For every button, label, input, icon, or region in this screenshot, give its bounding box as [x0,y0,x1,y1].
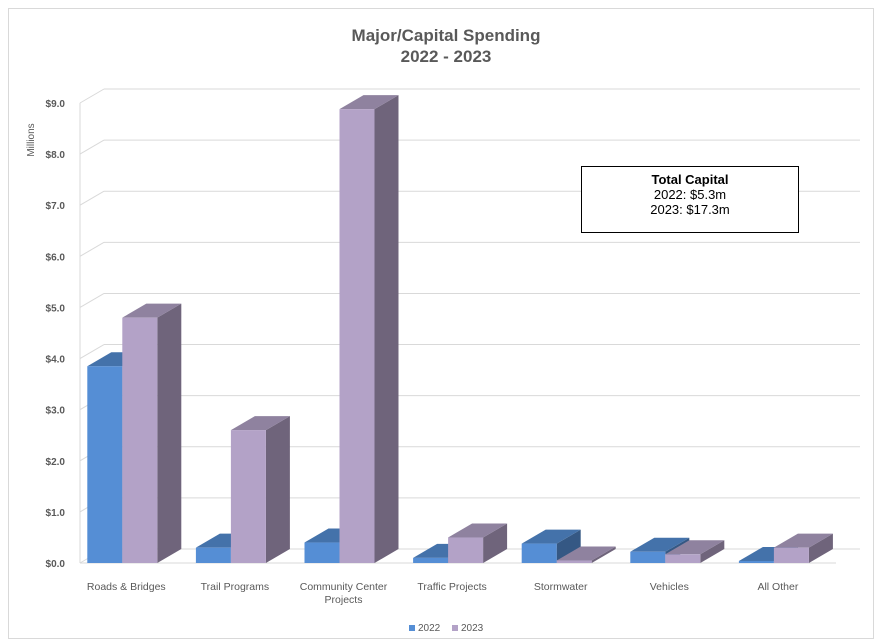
bar-top [521,529,581,544]
bar-front [339,109,375,563]
x-category-label: Trail Programs [201,581,269,593]
y-tick-label: $6.0 [46,252,66,263]
annotation-line-2023: 2023: $17.3m [650,202,730,217]
bar-front [556,560,592,563]
bar-2023-1 [230,416,290,563]
bar-front [738,560,774,563]
legend-swatch [409,625,415,631]
bar-top [773,533,833,548]
bar-side [374,95,399,563]
annotation-heading: Total Capital [651,172,729,187]
legend-item-2022: 2022 [409,623,441,634]
bar-side [483,523,508,563]
legend-label: 2023 [461,623,484,634]
gridline-depth [79,241,105,257]
bar-side [556,529,581,563]
y-tick-label: $4.0 [46,355,66,366]
x-category-label: Stormwater [534,581,588,593]
annotation-line-2022: 2022: $5.3m [653,187,727,202]
chart-subtitle: 2022 - 2023 [401,47,492,66]
x-category-label: Roads & Bridges [87,581,166,593]
bar-side [265,416,290,563]
bar-front [773,547,809,563]
y-tick-label: $1.0 [46,508,66,519]
bar-2023-0 [122,303,182,563]
bar-front [521,543,557,563]
bar-top [339,95,399,110]
legend-swatch [452,625,458,631]
x-category-label: All Other [757,581,798,593]
bar-side [700,540,725,563]
x-category-label: Vehicles [650,581,689,593]
y-tick-label: $3.0 [46,406,66,417]
y-tick-label: $8.0 [46,150,66,161]
y-tick-label: $5.0 [46,303,66,314]
bar-front [230,430,266,563]
bar-front [413,557,449,563]
bar-top [230,416,290,431]
bar-front [122,317,158,563]
bar-front [195,547,231,563]
y-tick-label: $2.0 [46,457,66,468]
gridline-depth [79,139,105,155]
bar-front [630,551,666,563]
bar-2022-4 [521,529,581,563]
gridline-depth [79,190,105,206]
gridline-depth [79,88,105,104]
bar-side [591,546,616,563]
legend-item-2023: 2023 [452,623,484,634]
bar-top [630,537,690,552]
bar-front [448,537,484,563]
total-capital-annotation: Total Capital 2022: $5.3m 2023: $17.3m [581,166,799,233]
y-axis-label: Millions [26,123,37,156]
gridline-depth [79,293,105,308]
bar-2023-4 [556,546,616,563]
y-tick-label: $9.0 [46,99,66,110]
bar-2023-3 [448,523,508,563]
y-tick-label: $7.0 [46,201,66,212]
chart-title: Major/Capital Spending [352,26,541,45]
bar-side [157,303,182,563]
bar-2023-6 [773,533,833,563]
bar-top [556,546,616,561]
bar-2023-5 [665,540,725,563]
y-tick-label: $0.0 [46,559,66,570]
gridline-depth [79,344,105,359]
bar-2023-2 [339,95,399,563]
x-category-label: Community Center Projects [300,581,388,606]
bar-front [665,554,701,563]
bar-top [122,303,182,318]
bar-front [304,542,340,563]
bar-top [665,540,725,555]
x-category-label: Traffic Projects [417,581,486,593]
bar-side [808,533,833,563]
bar-front [87,366,123,563]
bar-top [448,523,508,538]
legend-label: 2022 [418,623,441,634]
